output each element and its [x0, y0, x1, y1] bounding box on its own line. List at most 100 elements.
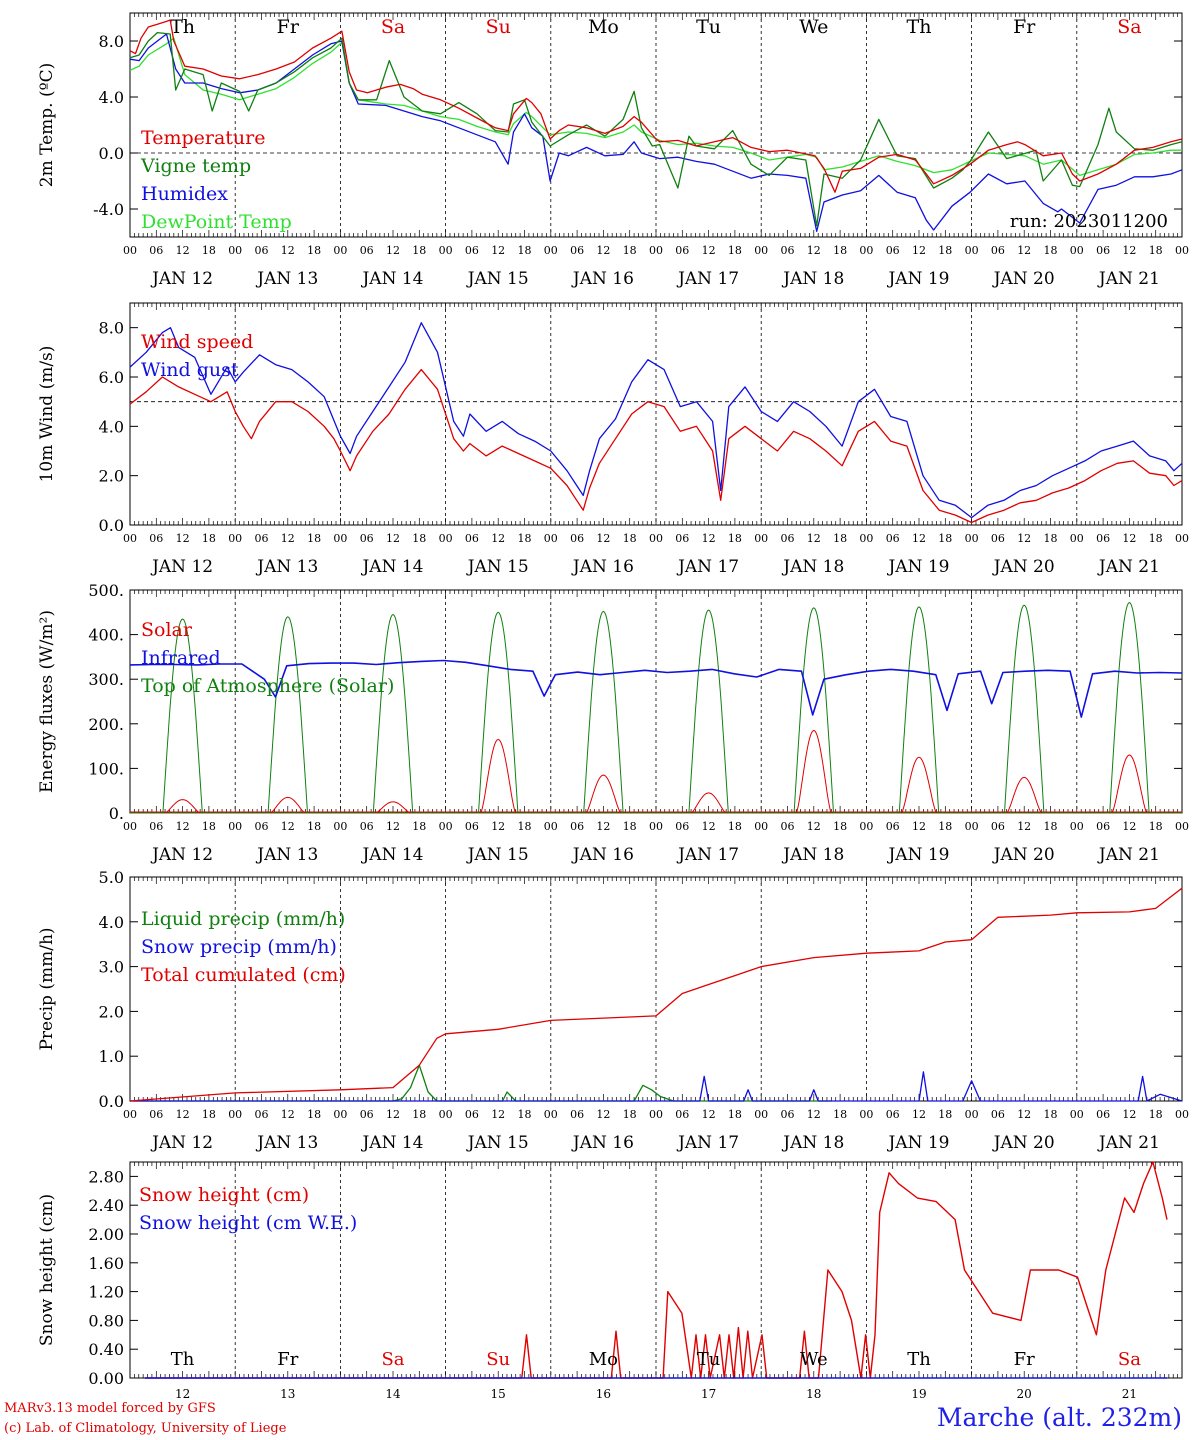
- hour-tick-label: 00: [965, 244, 979, 257]
- day-name: Th: [907, 1349, 931, 1370]
- hour-tick-label: 00: [859, 1108, 873, 1121]
- legend-entry: Snow precip (mm/h): [141, 936, 337, 958]
- day-name: Th: [171, 1349, 195, 1370]
- hour-tick-label: 00: [1175, 532, 1189, 545]
- date-tick-label: 21: [1122, 1387, 1137, 1400]
- legend-entry: Snow height (cm): [139, 1184, 309, 1206]
- hour-tick-label: 00: [754, 820, 768, 833]
- hour-tick-label: 18: [728, 532, 742, 545]
- hour-tick-label: 12: [807, 244, 821, 257]
- hour-tick-label: 00: [123, 820, 137, 833]
- hour-tick-label: 12: [912, 532, 926, 545]
- y-axis-label: 2m Temp. (ºC): [37, 63, 57, 188]
- date-tick-label: 16: [596, 1387, 611, 1400]
- legend-entry: Vigne temp: [140, 155, 251, 177]
- hour-tick-label: 18: [728, 820, 742, 833]
- hour-tick-label: 12: [1017, 244, 1031, 257]
- y-tick-label: 8.0: [99, 32, 124, 51]
- hour-tick-label: 06: [886, 820, 900, 833]
- hour-tick-label: 00: [1070, 244, 1084, 257]
- legend-entry: Snow height (cm W.E.): [139, 1212, 357, 1234]
- hour-tick-label: 18: [412, 820, 426, 833]
- y-tick-label: 1.0: [99, 1047, 124, 1066]
- solar-line: [375, 801, 411, 814]
- hour-tick-label: 12: [1122, 820, 1136, 833]
- y-tick-label: 400.: [88, 626, 124, 645]
- hour-tick-label: 06: [149, 532, 163, 545]
- hour-tick-label: 00: [965, 532, 979, 545]
- toa-solar-line: [371, 614, 415, 814]
- hour-tick-label: 18: [1044, 244, 1058, 257]
- y-tick-label: 100.: [88, 759, 124, 778]
- hour-tick-label: 12: [1122, 1108, 1136, 1121]
- toa-solar-line: [897, 606, 941, 814]
- hour-tick-label: 00: [544, 1108, 558, 1121]
- date-label: JAN 14: [360, 845, 423, 865]
- hour-tick-label: 12: [702, 244, 716, 257]
- date-label: JAN 19: [886, 845, 949, 865]
- date-tick-label: 12: [175, 1387, 190, 1400]
- hour-tick-label: 00: [123, 1108, 137, 1121]
- y-tick-label: 0.: [109, 804, 124, 823]
- legend-entry: Temperature: [141, 127, 265, 149]
- legend-entry: Wind speed: [141, 331, 253, 353]
- hour-tick-label: 06: [781, 820, 795, 833]
- hour-tick-label: 00: [439, 1108, 453, 1121]
- hour-tick-label: 18: [833, 532, 847, 545]
- hour-tick-label: 18: [938, 532, 952, 545]
- legend-entry: DewPoint Temp: [141, 211, 292, 233]
- solar-line: [795, 730, 832, 814]
- legend-entry: Infrared: [141, 647, 221, 669]
- date-label: JAN 12: [150, 269, 213, 289]
- hour-tick-label: 18: [623, 820, 637, 833]
- day-name: Th: [170, 16, 195, 38]
- hour-tick-label: 06: [886, 1108, 900, 1121]
- toa-solar-line: [581, 610, 626, 814]
- run-annotation: run: 2023011200: [1010, 211, 1168, 232]
- date-tick-label: 15: [491, 1387, 506, 1400]
- legend-entry: Solar: [141, 619, 193, 641]
- hour-tick-label: 18: [833, 1108, 847, 1121]
- hour-tick-label: 12: [281, 820, 295, 833]
- hour-tick-label: 12: [386, 1108, 400, 1121]
- hour-tick-label: 12: [702, 532, 716, 545]
- y-tick-label: 5.0: [99, 868, 124, 887]
- date-label: JAN 20: [992, 1133, 1055, 1153]
- y-tick-label: 300.: [88, 670, 124, 689]
- date-label: JAN 17: [676, 845, 739, 865]
- hour-tick-label: 00: [544, 820, 558, 833]
- hour-tick-label: 12: [1017, 1108, 1031, 1121]
- date-label: JAN 18: [781, 845, 844, 865]
- hour-tick-label: 06: [781, 1108, 795, 1121]
- solar-line: [1006, 776, 1043, 814]
- hour-tick-label: 12: [702, 820, 716, 833]
- plot-frame: [129, 589, 1183, 814]
- meteogram-chart: -4.0 0.0 4.0 8.0 2m Temp. (ºC) Th Fr Sa Su Mo Tu We…: [37, 12, 1189, 1400]
- date-label: JAN 12: [150, 1133, 213, 1153]
- hour-tick-label: 06: [781, 244, 795, 257]
- hour-tick-label: 12: [491, 532, 505, 545]
- hour-tick-label: 06: [1096, 1108, 1110, 1121]
- solar-line: [690, 792, 727, 814]
- hour-tick-label: 00: [439, 532, 453, 545]
- legend-entry: Total cumulated (cm): [141, 964, 346, 986]
- hour-tick-label: 06: [255, 532, 269, 545]
- temp-series-line: [129, 33, 1183, 233]
- hour-tick-label: 12: [281, 244, 295, 257]
- day-name: We: [800, 1349, 828, 1370]
- y-tick-label: 200.: [88, 715, 124, 734]
- hour-tick-label: 00: [544, 532, 558, 545]
- hour-tick-label: 12: [1017, 820, 1031, 833]
- hour-tick-label: 00: [1070, 532, 1084, 545]
- y-axis-label: 10m Wind (m/s): [37, 346, 57, 483]
- date-tick-label: 18: [806, 1387, 821, 1400]
- hour-tick-label: 18: [1149, 532, 1163, 545]
- day-name: Sa: [1118, 1349, 1141, 1370]
- hour-tick-label: 18: [728, 1108, 742, 1121]
- hour-tick-label: 12: [386, 532, 400, 545]
- day-name: Mo: [588, 16, 619, 38]
- hour-tick-label: 00: [333, 244, 347, 257]
- hour-tick-label: 06: [1096, 244, 1110, 257]
- hour-tick-label: 00: [649, 532, 663, 545]
- hour-tick-label: 06: [675, 532, 689, 545]
